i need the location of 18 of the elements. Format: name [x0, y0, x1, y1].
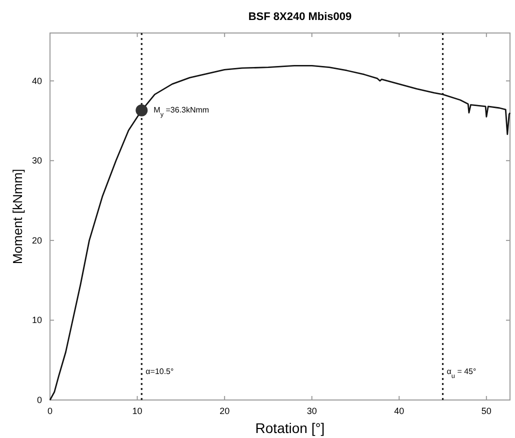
annotation: M$_{y}$ =36.3kNmm: [154, 105, 210, 118]
x-axis-title: Rotation [°]: [255, 420, 325, 436]
y-tick-label: 20: [32, 235, 42, 246]
line-series: [49, 65, 511, 401]
x-tick-label: 40: [394, 406, 404, 416]
x-tick-label: 0: [47, 406, 53, 416]
x-tick-label: 50: [481, 406, 492, 416]
ref-line-label: α$_{u}$ = 45°: [446, 367, 476, 380]
x-tick-label: 20: [220, 406, 230, 416]
x-tick-label: 10: [132, 406, 142, 416]
chart-title: BSF 8X240 Mbis009: [248, 11, 352, 23]
ref-line-label: α=10.5°: [146, 367, 174, 376]
y-tick-label: 10: [32, 315, 42, 326]
y-tick-label: 30: [32, 156, 42, 166]
y-tick-label: 0: [36, 395, 42, 405]
y-tick-label: 40: [32, 76, 42, 86]
x-tick-label: 30: [306, 406, 317, 416]
y-axis-title: Moment [kNmm]: [10, 168, 25, 264]
